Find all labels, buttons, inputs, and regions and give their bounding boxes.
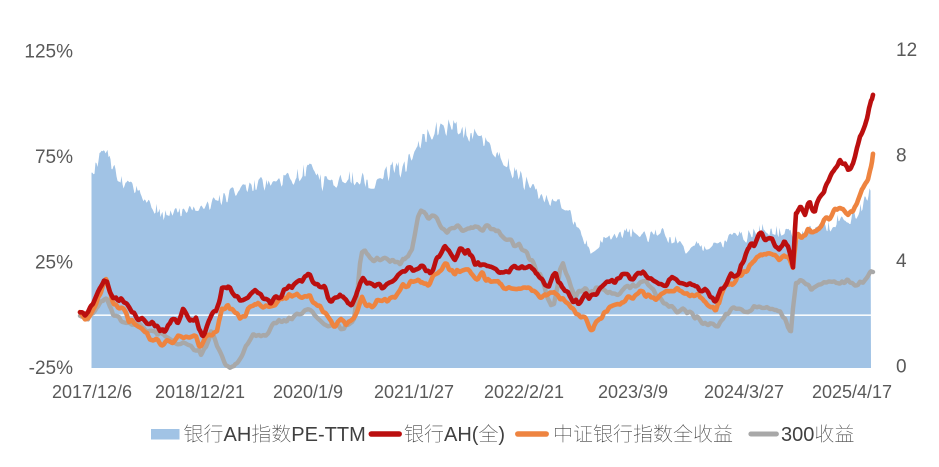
svg-text:25%: 25%: [35, 253, 73, 274]
svg-text:12: 12: [896, 40, 917, 61]
svg-text:4: 4: [896, 251, 907, 272]
svg-text:2025/4/17: 2025/4/17: [812, 382, 892, 402]
svg-text:300: 300: [781, 424, 814, 446]
svg-text:2020/1/9: 2020/1/9: [273, 382, 343, 402]
svg-text:8: 8: [896, 146, 907, 167]
svg-text:2018/12/21: 2018/12/21: [155, 382, 245, 402]
svg-text:PE-TTM: PE-TTM: [291, 424, 365, 446]
svg-text:AH: AH: [224, 424, 252, 446]
svg-text:125%: 125%: [24, 42, 73, 63]
svg-text:): ): [498, 424, 505, 446]
svg-text:2022/2/21: 2022/2/21: [484, 382, 564, 402]
svg-text:-25%: -25%: [29, 358, 73, 379]
svg-text:2024/3/27: 2024/3/27: [704, 382, 784, 402]
svg-text:AH(: AH(: [444, 424, 479, 446]
svg-text:2023/3/9: 2023/3/9: [598, 382, 668, 402]
svg-text:75%: 75%: [35, 147, 73, 168]
svg-text:0: 0: [896, 357, 907, 378]
svg-text:2021/1/27: 2021/1/27: [374, 382, 454, 402]
svg-text:2017/12/6: 2017/12/6: [52, 382, 132, 402]
